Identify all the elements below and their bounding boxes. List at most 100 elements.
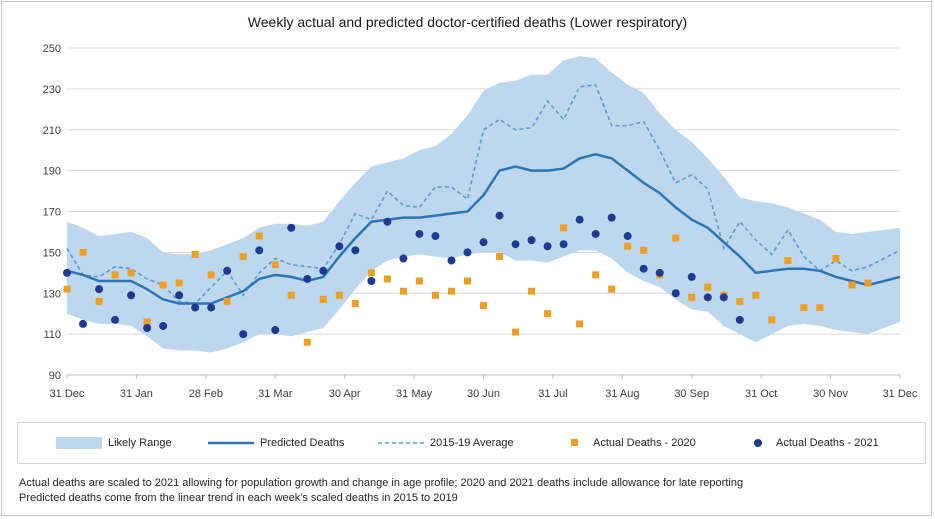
actual-2020-point <box>447 287 455 295</box>
actual-2021-point <box>175 291 184 300</box>
y-tick-label: 110 <box>43 329 61 341</box>
solid-line-icon <box>208 441 254 445</box>
actual-2021-point <box>399 254 408 263</box>
legend-label-predicted-deaths: Predicted Deaths <box>260 437 345 449</box>
chart-plot: 90 110 130 150 170 190 210 230 250 31 Dec 31 Jan 28… <box>43 43 918 400</box>
legend-item-average: 2015-19 Average <box>378 434 514 452</box>
legend-label-likely-range: Likely Range <box>108 437 172 449</box>
actual-2020-point <box>576 320 584 328</box>
actual-2021-point <box>143 323 152 332</box>
actual-2020-point <box>848 281 856 289</box>
x-tick-label: 31 May <box>396 388 433 400</box>
actual-2021-point <box>639 264 648 273</box>
actual-2021-point <box>463 248 472 257</box>
legend-item-predicted-deaths: Predicted Deaths <box>208 434 344 452</box>
actual-2021-point <box>95 285 104 294</box>
actual-2021-point <box>719 293 728 302</box>
actual-2021-point <box>607 213 616 222</box>
circle-marker-icon <box>754 439 762 447</box>
actual-2021-point <box>431 232 440 241</box>
actual-2020-point <box>864 279 872 287</box>
actual-2021-point <box>367 276 376 285</box>
actual-2021-point <box>191 303 200 312</box>
actual-2021-point <box>655 268 664 277</box>
actual-2020-point <box>239 252 247 260</box>
actual-2020-point <box>63 285 71 293</box>
actual-2021-point <box>111 315 120 324</box>
legend: Likely Range Predicted Deaths 2015-19 Av… <box>17 422 926 464</box>
actual-2020-point <box>736 297 744 305</box>
y-tick-label: 90 <box>49 370 61 382</box>
actual-2021-point <box>127 291 136 300</box>
actual-2021-point <box>511 240 520 249</box>
actual-2021-point <box>415 229 424 238</box>
actual-2020-point <box>191 250 199 258</box>
y-tick-label: 190 <box>43 166 61 178</box>
actual-2020-point <box>624 242 632 250</box>
actual-2020-point <box>415 277 423 285</box>
actual-2020-point <box>303 338 311 346</box>
actual-2020-point <box>271 261 279 269</box>
actual-2020-point <box>592 271 600 279</box>
legend-item-actual-2021: Actual Deaths - 2021 <box>746 434 879 452</box>
actual-2020-point <box>512 328 520 336</box>
actual-2021-point <box>207 303 216 312</box>
actual-2020-point <box>463 277 471 285</box>
actual-2020-point <box>175 279 183 287</box>
actual-2020-point <box>223 297 231 305</box>
legend-label-average: 2015-19 Average <box>430 437 514 449</box>
actual-2021-point <box>591 229 600 238</box>
x-tick-label: 31 Mar <box>258 388 293 400</box>
legend-item-likely-range: Likely Range <box>56 434 172 452</box>
actual-2021-point <box>319 266 328 275</box>
actual-2020-point <box>95 297 103 305</box>
square-marker-icon <box>571 439 578 446</box>
legend-item-actual-2020: Actual Deaths - 2020 <box>563 434 696 452</box>
actual-2021-point <box>735 315 744 324</box>
legend-label-actual-2020: Actual Deaths - 2020 <box>593 437 696 449</box>
footnotes: Actual deaths are scaled to 2021 allowin… <box>19 476 743 506</box>
actual-2020-point <box>431 291 439 299</box>
actual-2021-point <box>159 321 168 330</box>
x-tick-label: 30 Apr <box>329 388 361 400</box>
actual-2020-point <box>399 287 407 295</box>
actual-2021-point <box>63 268 71 277</box>
y-tick-label: 210 <box>43 125 61 137</box>
actual-2021-point <box>255 246 264 255</box>
actual-2020-point <box>672 234 680 242</box>
x-tick-label: 31 Dec <box>883 388 918 400</box>
actual-2021-point <box>559 240 568 249</box>
chart-title: Weekly actual and predicted doctor-certi… <box>247 14 688 30</box>
actual-2021-point <box>79 319 88 328</box>
actual-2020-point <box>255 232 263 240</box>
x-tick-label: 28 Feb <box>189 388 223 400</box>
actual-2020-point <box>608 285 616 293</box>
footnote-prediction: Predicted deaths come from the linear tr… <box>19 492 458 504</box>
x-tick-label: 31 Jan <box>120 388 153 400</box>
actual-2020-point <box>319 295 327 303</box>
x-tick-label: 30 Jun <box>467 388 500 400</box>
actual-2021-point <box>287 223 296 232</box>
actual-2020-point <box>800 304 808 312</box>
actual-2021-point <box>447 256 456 265</box>
y-tick-label: 170 <box>43 207 61 219</box>
actual-2020-point <box>832 255 840 263</box>
actual-2020-point <box>351 299 359 307</box>
average-line <box>66 83 901 305</box>
actual-2021-point <box>271 326 280 335</box>
actual-2020-point <box>335 291 343 299</box>
actual-2021-point <box>495 211 504 220</box>
actual-2020-point <box>159 281 167 289</box>
footnote-scaling: Actual deaths are scaled to 2021 allowin… <box>19 477 744 489</box>
actual-2020-point <box>560 224 568 232</box>
actual-2020-point <box>367 269 375 277</box>
band-swatch-icon <box>56 437 102 449</box>
actual-2020-point <box>752 291 760 299</box>
x-tick-label: 31 Dec <box>50 388 85 400</box>
y-tick-label: 250 <box>43 43 61 55</box>
x-tick-label: 31 Aug <box>605 388 639 400</box>
actual-2020-point <box>688 293 696 301</box>
x-tick-label: 31 Jul <box>538 388 567 400</box>
actual-2021-point <box>351 246 360 255</box>
y-tick-label: 150 <box>43 247 61 259</box>
